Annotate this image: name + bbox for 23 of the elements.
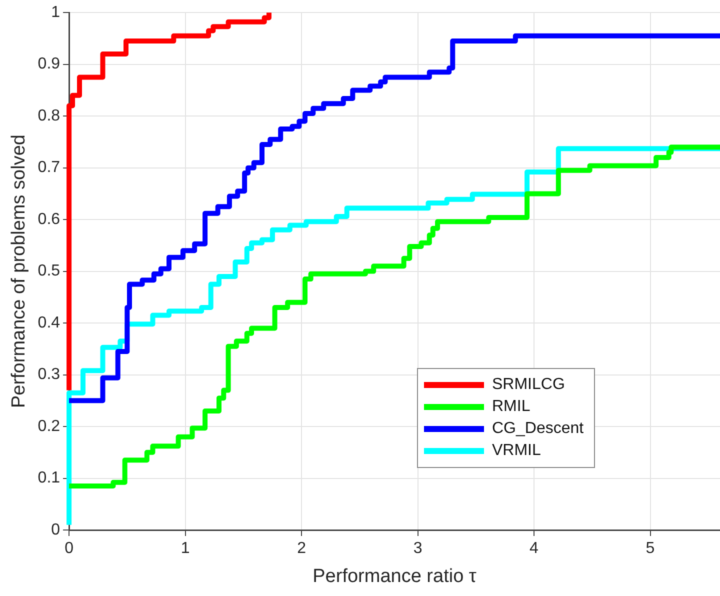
y-tick-label: 0.5 (38, 262, 60, 280)
y-axis-title: Performance of problems solved (8, 134, 30, 408)
x-tick-label: 0 (64, 540, 74, 558)
y-tick-label: 0.9 (38, 56, 60, 73)
legend-label: SRMILCG (492, 376, 565, 394)
x-axis-title: Performance ratio τ (312, 566, 477, 587)
y-tick-label: 0.4 (38, 314, 60, 332)
y-tick-label: 1 (51, 4, 60, 22)
y-tick-label: 0.8 (38, 107, 60, 124)
y-tick-label: 0.7 (38, 159, 60, 176)
x-tick-label: 2 (297, 540, 306, 558)
legend-label: CG_Descent (492, 420, 584, 438)
y-tick-label: 0 (51, 521, 60, 538)
y-tick-label: 0.1 (38, 470, 60, 487)
legend-label: VRMIL (492, 442, 541, 460)
x-tick-label: 5 (646, 540, 655, 558)
y-tick-label: 0.2 (38, 418, 60, 435)
legend-label: RMIL (492, 398, 530, 416)
x-tick-label: 1 (180, 540, 190, 558)
x-tick-label: 4 (530, 540, 539, 558)
y-tick-label: 0.3 (38, 366, 60, 384)
y-tick-label: 0.6 (38, 210, 60, 228)
x-tick-label: 3 (413, 540, 422, 558)
